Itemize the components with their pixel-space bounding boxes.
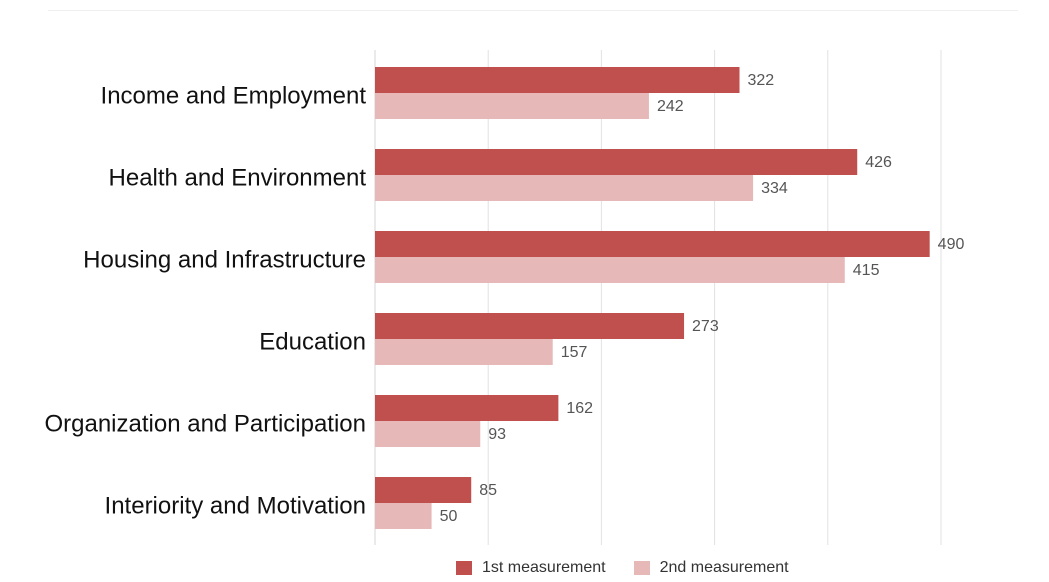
- bar-series-2: [375, 339, 553, 365]
- data-label: 93: [488, 426, 506, 443]
- legend-label-series-1: 1st measurement: [482, 559, 606, 576]
- bar-series-1: [375, 231, 930, 257]
- legend-swatch-series-1: [456, 561, 472, 575]
- data-label: 415: [853, 262, 880, 279]
- category-labels: Income and Employment Health and Environm…: [44, 82, 366, 519]
- data-label: 85: [479, 482, 497, 499]
- legend-item-series-2: 2nd measurement: [633, 559, 789, 577]
- category-label: Education: [259, 328, 366, 355]
- legend-swatch-series-2: [633, 561, 650, 575]
- category-label: Health and Environment: [109, 164, 367, 191]
- bar-series-2: [375, 175, 754, 201]
- category-label: Interiority and Motivation: [105, 492, 366, 519]
- data-label: 322: [748, 72, 775, 89]
- data-label: 162: [566, 400, 593, 417]
- data-label: 273: [692, 318, 719, 335]
- data-label: 334: [761, 180, 788, 197]
- legend: 1st measurement 2nd measurement: [456, 559, 789, 577]
- bars: [375, 67, 930, 529]
- bar-series-1: [375, 313, 685, 339]
- legend-label-series-2: 2nd measurement: [659, 559, 789, 576]
- bar-series-2: [375, 421, 481, 447]
- bar-series-1: [375, 67, 740, 93]
- bar-series-1: [375, 395, 559, 421]
- data-label: 50: [440, 508, 458, 525]
- data-label: 490: [938, 236, 965, 253]
- value-labels: 322 242 426 334 490 415 273 157 162 93 85 50: [440, 72, 965, 525]
- category-label: Housing and Infrastructure: [83, 246, 366, 273]
- bar-series-1: [375, 477, 472, 503]
- legend-item-series-1: 1st measurement: [456, 559, 606, 577]
- category-label: Organization and Participation: [44, 410, 366, 437]
- gridlines: [374, 50, 942, 545]
- data-label: 157: [561, 344, 588, 361]
- data-label: 242: [657, 98, 684, 115]
- bar-series-2: [375, 93, 649, 119]
- bar-series-1: [375, 149, 858, 175]
- data-label: 426: [865, 154, 892, 171]
- category-label: Income and Employment: [101, 82, 367, 109]
- bar-series-2: [375, 503, 432, 529]
- top-divider: [48, 10, 1018, 11]
- bar-series-2: [375, 257, 845, 283]
